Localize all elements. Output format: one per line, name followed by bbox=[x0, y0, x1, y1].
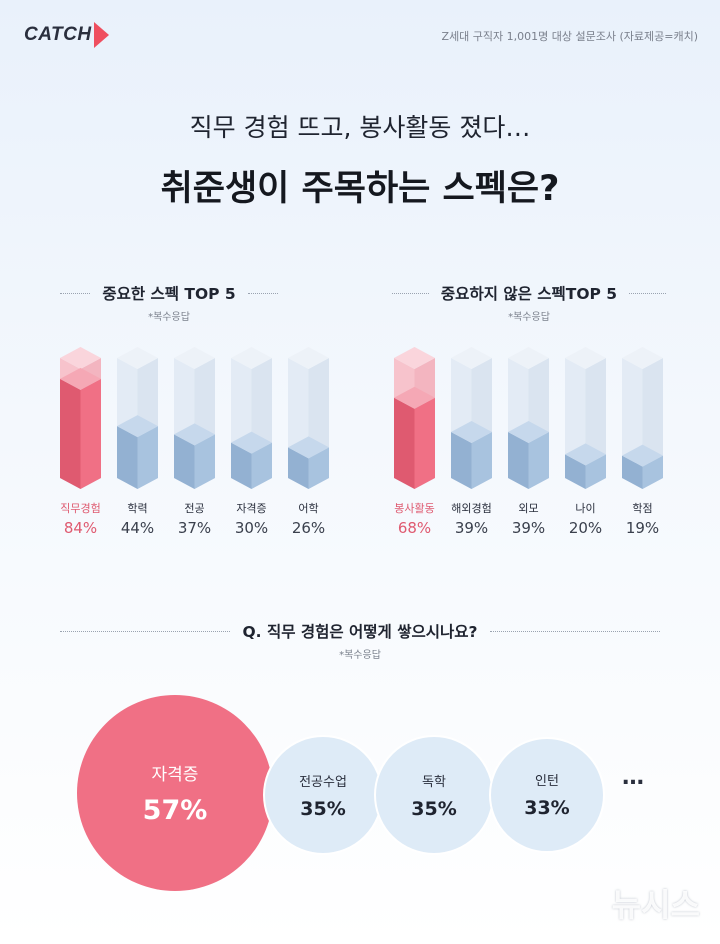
value-label: 84% bbox=[64, 519, 97, 537]
bubble-value: 33% bbox=[524, 797, 570, 820]
bubble: 전공수업 35% bbox=[263, 735, 383, 855]
value-label: 68% bbox=[398, 519, 431, 537]
bubble: 자격증 57% bbox=[77, 695, 273, 891]
more-indicator: … bbox=[622, 765, 644, 790]
brand-name: CATCH bbox=[24, 24, 92, 45]
category-label: 학력 bbox=[127, 502, 147, 515]
chart3-note: *복수응답 bbox=[339, 650, 381, 661]
divider bbox=[247, 292, 279, 294]
bubble-label: 자격증 bbox=[151, 765, 199, 785]
chart1-header: 중요한 스펙 TOP 5 bbox=[60, 282, 279, 304]
category-label: 봉사활동 bbox=[394, 501, 434, 515]
page-subtitle: 직무 경험 뜨고, 봉사활동 졌다… bbox=[189, 113, 531, 142]
bubble-label: 독학 bbox=[422, 774, 446, 790]
divider bbox=[489, 630, 660, 632]
chart2-header: 중요하지 않은 스펙TOP 5 bbox=[392, 282, 667, 304]
bar bbox=[622, 444, 663, 489]
bubble-value: 35% bbox=[411, 797, 457, 820]
category-label: 해외경험 bbox=[451, 501, 491, 515]
chart2-title: 중요하지 않은 스펙TOP 5 bbox=[440, 285, 618, 303]
value-label: 39% bbox=[512, 519, 545, 537]
chart1-title: 중요한 스펙 TOP 5 bbox=[102, 285, 236, 303]
value-label: 30% bbox=[235, 519, 268, 537]
chart1-note: *복수응답 bbox=[148, 312, 190, 323]
category-label: 어학 bbox=[298, 502, 318, 515]
watermark-logo: 뉴시스 bbox=[611, 886, 700, 924]
bar bbox=[565, 443, 606, 489]
value-label: 19% bbox=[626, 519, 659, 537]
catch-logo: CATCH bbox=[24, 22, 109, 48]
divider bbox=[60, 292, 91, 294]
category-label: 나이 bbox=[575, 502, 595, 515]
bar bbox=[451, 420, 492, 489]
bar bbox=[60, 367, 101, 489]
chart2-note: *복수응답 bbox=[508, 312, 550, 323]
bar bbox=[117, 415, 158, 489]
bar bbox=[508, 420, 549, 489]
bubble: 인턴 33% bbox=[488, 736, 606, 854]
logo-arrow-icon bbox=[93, 22, 109, 48]
bubble-value: 35% bbox=[300, 797, 346, 820]
category-label: 전공 bbox=[184, 502, 204, 515]
chart3-title: Q. 직무 경험은 어떻게 쌓으시나요? bbox=[242, 623, 478, 641]
chart2-bars: 봉사활동 68% 해외경험 39% 외모 39% 나이 20% 학점 19% bbox=[394, 347, 663, 537]
divider bbox=[60, 630, 231, 632]
page-title: 취준생이 주목하는 스펙은? bbox=[160, 169, 560, 209]
category-label: 자격증 bbox=[236, 502, 266, 515]
bubble-value: 57% bbox=[142, 795, 208, 826]
divider bbox=[392, 292, 429, 294]
source-note: Z세대 구직자 1,001명 대상 설문조사 (자료제공=캐치) bbox=[441, 30, 698, 43]
category-label: 학점 bbox=[632, 502, 652, 515]
chart3-header: Q. 직무 경험은 어떻게 쌓으시나요? bbox=[60, 620, 660, 642]
value-label: 20% bbox=[569, 519, 602, 537]
bar bbox=[174, 423, 215, 489]
divider bbox=[629, 292, 667, 294]
category-label: 직무경험 bbox=[60, 502, 100, 515]
bubble-label: 인턴 bbox=[535, 774, 559, 790]
chart1-bars: 직무경험 84% 학력 44% 전공 37% 자격증 30% 어학 26% bbox=[60, 347, 329, 537]
bubble-label: 전공수업 bbox=[299, 774, 347, 790]
bar bbox=[394, 386, 435, 489]
bar-charts: 직무경험 84% 학력 44% 전공 37% 자격증 30% 어학 26% 봉사활동 68% 해외경험… bbox=[60, 347, 663, 537]
bar bbox=[288, 436, 329, 489]
value-label: 39% bbox=[455, 519, 488, 537]
bar bbox=[231, 431, 272, 489]
value-label: 37% bbox=[178, 519, 211, 537]
value-label: 26% bbox=[292, 519, 325, 537]
value-label: 44% bbox=[121, 519, 154, 537]
bubble: 독학 35% bbox=[374, 735, 494, 855]
category-label: 외모 bbox=[518, 502, 538, 515]
